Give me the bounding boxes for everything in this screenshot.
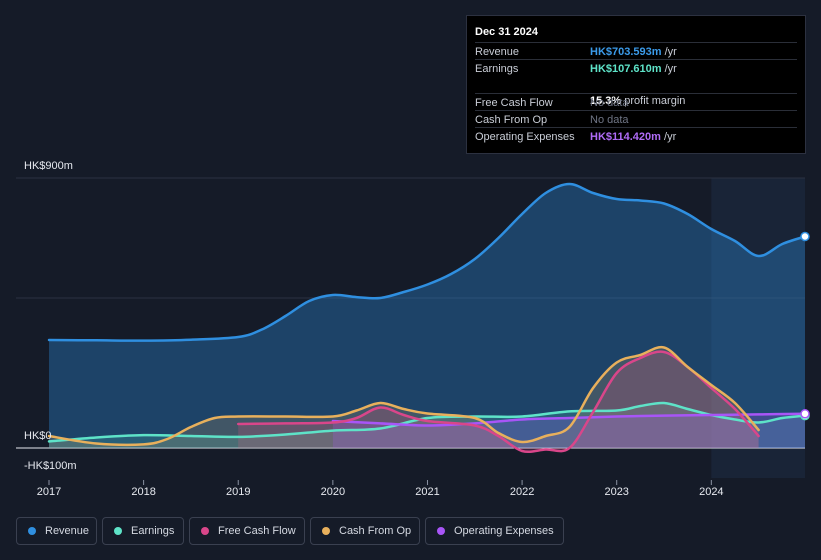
tooltip-row-revenue: Revenue HK$703.593m /yr [475,42,797,60]
legend-dot [201,527,209,535]
tooltip-value-text: HK$114.420m [590,131,661,143]
tooltip-value: HK$107.610m /yr [590,63,677,75]
operating-expenses-line [331,412,807,427]
x-tick-label: 2020 [321,486,345,498]
revenue-endpoint [800,231,810,242]
data-tooltip: Dec 31 2024 Revenue HK$703.593m /yr Earn… [466,15,806,154]
legend-item-earnings[interactable]: Earnings [102,517,184,545]
revenue-area [49,184,805,448]
tooltip-unit: /yr [661,46,677,58]
earnings-line [47,401,807,443]
tooltip-label: Revenue [475,46,520,58]
tooltip-value: No data [590,97,629,109]
tooltip-profit-margin: 15.3% profit margin [590,95,685,107]
tooltip-value: HK$114.420m /yr [590,131,676,143]
legend-label: Operating Expenses [454,525,554,537]
tooltip-date: Dec 31 2024 [475,26,538,38]
tooltip-row-free-cash-flow: Free Cash Flow No data [475,93,797,111]
legend-label: Earnings [131,525,175,537]
tooltip-row-operating-expenses: Operating Expenses HK$114.420m /yr [475,127,797,145]
legend-label: Revenue [45,525,90,537]
tooltip-label: Earnings [475,63,519,75]
y-tick-label-top: HK$900m [24,160,73,172]
legend-dot [114,527,122,535]
operating-expenses-area [332,413,805,448]
x-tick-label: 2021 [415,486,439,498]
tooltip-label: Free Cash Flow [475,97,553,109]
legend-label: Free Cash Flow [218,525,296,537]
x-tick-label: 2022 [510,486,534,498]
legend-item-cash-from-op[interactable]: Cash From Op [310,517,420,545]
revenue-line [47,182,807,342]
tooltip-value-text: HK$107.610m [590,63,662,75]
legend-item-revenue[interactable]: Revenue [16,517,97,545]
cash-from-op-line [47,345,760,447]
series-lines [47,182,807,454]
tooltip-value: HK$703.593m /yr [590,46,677,58]
x-tick-label: 2024 [699,486,723,498]
x-tick-label: 2018 [131,486,155,498]
legend-item-free-cash-flow[interactable]: Free Cash Flow [189,517,305,545]
legend-label: Cash From Op [339,525,412,537]
tooltip-value: No data [590,114,629,126]
gridlines [16,177,805,449]
y-tick-label-zero: HK$0 [24,430,52,442]
tooltip-unit: /yr [660,131,677,143]
tooltip-value-text: HK$703.593m [590,46,662,58]
tooltip-unit: /yr [661,63,677,75]
x-tick-label: 2019 [226,486,250,498]
tooltip-row-cash-from-op: Cash From Op No data [475,110,797,128]
series-areas [49,184,805,452]
free-cash-flow-area [238,351,759,452]
series-endpoints [800,231,810,421]
cash-from-op-area [49,347,759,448]
tooltip-label: Cash From Op [475,114,548,126]
x-tick-label: 2017 [37,486,61,498]
legend-dot [437,527,445,535]
profit-margin-value: 15.3% [590,95,622,107]
tooltip-row-earnings: Earnings HK$107.610m /yr [475,59,797,94]
operating-expenses-endpoint [800,409,810,419]
x-tick-label: 2023 [604,486,628,498]
x-axis-ticks: 2017 2018 2019 2020 2021 2022 2023 2024 [37,480,724,498]
legend-item-operating-expenses[interactable]: Operating Expenses [425,517,564,545]
legend-dot [28,527,36,535]
legend-dot [322,527,330,535]
tooltip-label: Operating Expenses [475,131,575,143]
profit-margin-label: profit margin [621,95,686,107]
y-tick-label-bottom: -HK$100m [24,460,77,472]
